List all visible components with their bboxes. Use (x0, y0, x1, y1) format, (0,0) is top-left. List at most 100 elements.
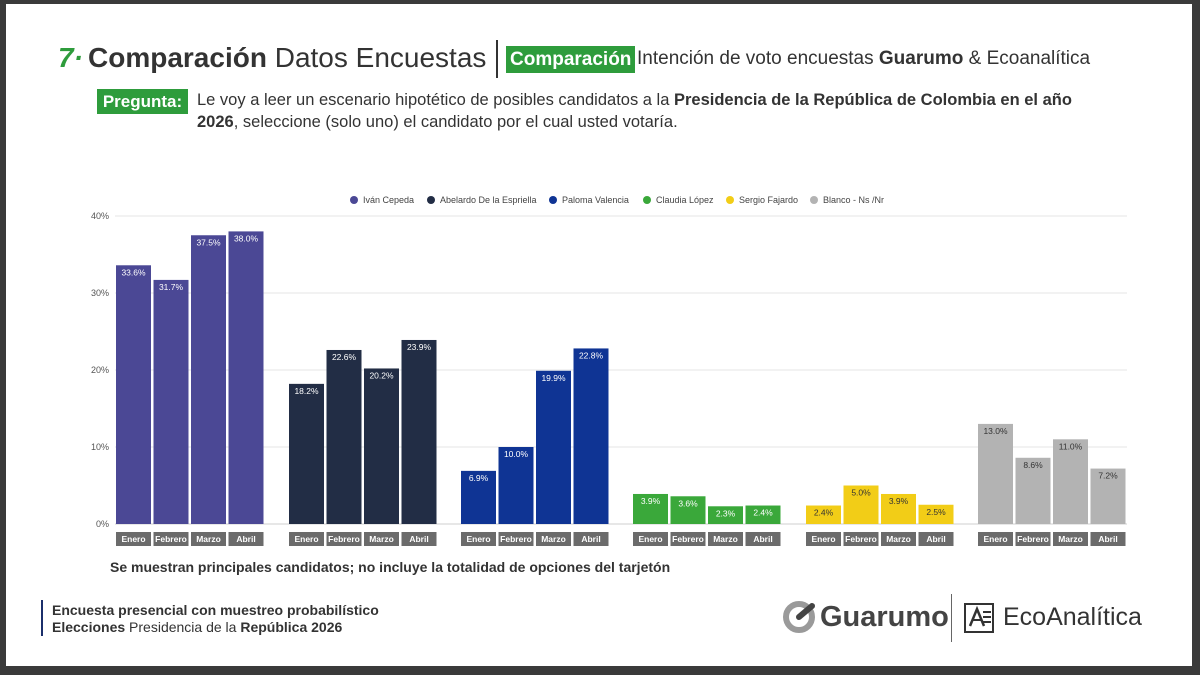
x-tick-label: Abril (753, 534, 772, 544)
bar (573, 348, 609, 524)
data-label: 31.7% (159, 282, 184, 292)
data-label: 20.2% (369, 370, 394, 380)
x-tick-label: Abril (1098, 534, 1117, 544)
x-tick-box (228, 532, 264, 546)
x-tick-box (1090, 532, 1126, 546)
data-label: 11.0% (1059, 441, 1083, 451)
data-label: 22.8% (579, 350, 604, 360)
chart-note: Se muestran principales candidatos; no i… (110, 559, 671, 575)
data-label: 22.6% (332, 352, 357, 362)
legend-label: Sergio Fajardo (739, 195, 798, 205)
x-tick-box (633, 532, 668, 546)
x-tick-label: Febrero (500, 534, 532, 544)
bar (843, 485, 879, 524)
footer-line-2-bold: Elecciones (52, 619, 126, 635)
legend-swatch (549, 196, 557, 204)
page-title-rest: Datos Encuestas (266, 42, 487, 73)
x-tick-label: Marzo (196, 534, 221, 544)
subtitle-post: & Ecoanalítica (963, 48, 1091, 69)
bar (461, 470, 496, 524)
data-label: 3.9% (641, 496, 661, 506)
x-tick-box (978, 532, 1013, 546)
legend-label: Claudia López (656, 195, 714, 205)
x-tick-box (843, 532, 879, 546)
y-tick-label: 10% (91, 442, 109, 452)
x-tick-label: Marzo (369, 534, 394, 544)
guarumo-mark-icon (783, 601, 815, 633)
data-label: 3.9% (889, 496, 909, 506)
x-tick-box (326, 532, 362, 546)
header-subtitle: Intención de voto encuestas Guarumo & Ec… (637, 48, 1090, 70)
x-tick-box (364, 532, 399, 546)
legend-label: Paloma Valencia (562, 195, 629, 205)
x-tick-box (1053, 532, 1088, 546)
footer-line-2-mid: Presidencia de la (125, 619, 241, 635)
x-tick-box (116, 532, 151, 546)
data-label: 2.3% (716, 508, 736, 518)
x-tick-label: Febrero (328, 534, 360, 544)
x-tick-box (708, 532, 743, 546)
question-post: , seleccione (solo uno) el candidato por… (233, 113, 678, 131)
legend-label: Iván Cepeda (363, 195, 414, 205)
x-tick-box (401, 532, 437, 546)
ecoanalitica-mark-icon (964, 603, 994, 633)
data-label: 19.9% (541, 373, 566, 383)
ecoanalitica-logo-text: EcoAnalítica (1003, 602, 1142, 631)
y-tick-label: 0% (96, 519, 109, 529)
x-tick-label: Enero (638, 534, 662, 544)
x-tick-label: Abril (409, 534, 428, 544)
x-tick-box (918, 532, 954, 546)
x-tick-label: Abril (236, 534, 255, 544)
x-tick-label: Febrero (845, 534, 877, 544)
legend-swatch (350, 196, 358, 204)
x-tick-box (191, 532, 226, 546)
bar (918, 504, 954, 524)
data-label: 3.6% (678, 498, 698, 508)
bar (191, 235, 226, 524)
bar (633, 493, 668, 524)
x-tick-label: Enero (466, 534, 490, 544)
x-tick-label: Marzo (886, 534, 911, 544)
data-label: 33.6% (121, 267, 146, 277)
data-label: 18.2% (294, 386, 319, 396)
x-tick-label: Enero (983, 534, 1007, 544)
data-label: 38.0% (234, 233, 259, 243)
header-divider (496, 40, 498, 78)
bar (1015, 457, 1051, 524)
data-label: 23.9% (407, 342, 432, 352)
data-label: 2.4% (753, 508, 773, 518)
bar (153, 279, 189, 524)
x-tick-label: Abril (581, 534, 600, 544)
data-label: 2.4% (814, 508, 834, 518)
x-tick-label: Enero (294, 534, 318, 544)
question-badge: Pregunta: (97, 89, 188, 114)
x-tick-box (289, 532, 324, 546)
x-tick-label: Abril (926, 534, 945, 544)
x-tick-box (881, 532, 916, 546)
question-text: Le voy a leer un escenario hipotético de… (197, 89, 1117, 133)
x-tick-box (745, 532, 781, 546)
question-pre: Le voy a leer un escenario hipotético de… (197, 91, 674, 109)
data-label: 6.9% (469, 473, 489, 483)
subtitle-bold: Guarumo (878, 48, 964, 69)
data-label: 8.6% (1023, 460, 1043, 470)
data-label: 2.5% (926, 507, 946, 517)
bar (670, 496, 706, 524)
legend-swatch (810, 196, 818, 204)
question-bold: Presidencia de la República de Colombia … (197, 91, 1072, 131)
y-tick-label: 40% (91, 211, 109, 221)
x-tick-box (806, 532, 841, 546)
guarumo-logo: Guarumo (782, 600, 949, 634)
x-tick-box (1015, 532, 1051, 546)
bar (1090, 468, 1126, 524)
x-tick-label: Enero (121, 534, 145, 544)
bar (806, 505, 841, 524)
footer-accent-bar (41, 600, 43, 636)
footer-line-2-bold2: República 2026 (240, 619, 343, 635)
data-label: 10.0% (504, 449, 529, 459)
data-label: 7.2% (1098, 471, 1118, 481)
bar (708, 506, 743, 524)
legend-swatch (427, 196, 435, 204)
data-label: 5.0% (851, 488, 871, 498)
